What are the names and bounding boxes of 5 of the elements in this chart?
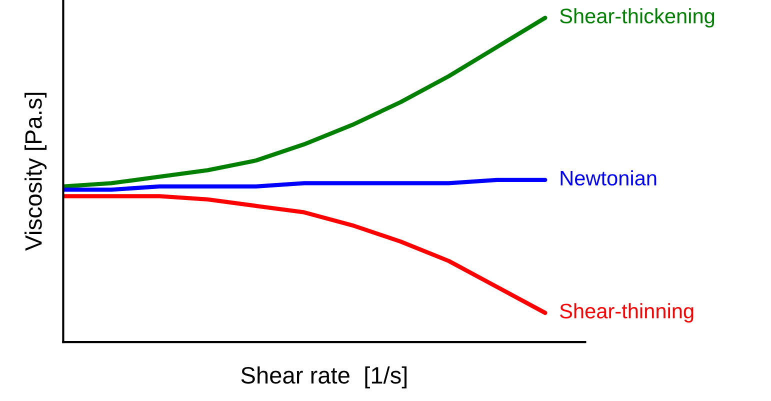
x-axis-title: Shear rate [1/s] [241,366,407,388]
series-label: Newtonian [560,170,656,186]
series-label: Shear-thinning [560,303,694,323]
series-label: Shear-thickening [560,8,714,28]
y-axis-title: Viscosity [Pa.s] [24,92,47,251]
